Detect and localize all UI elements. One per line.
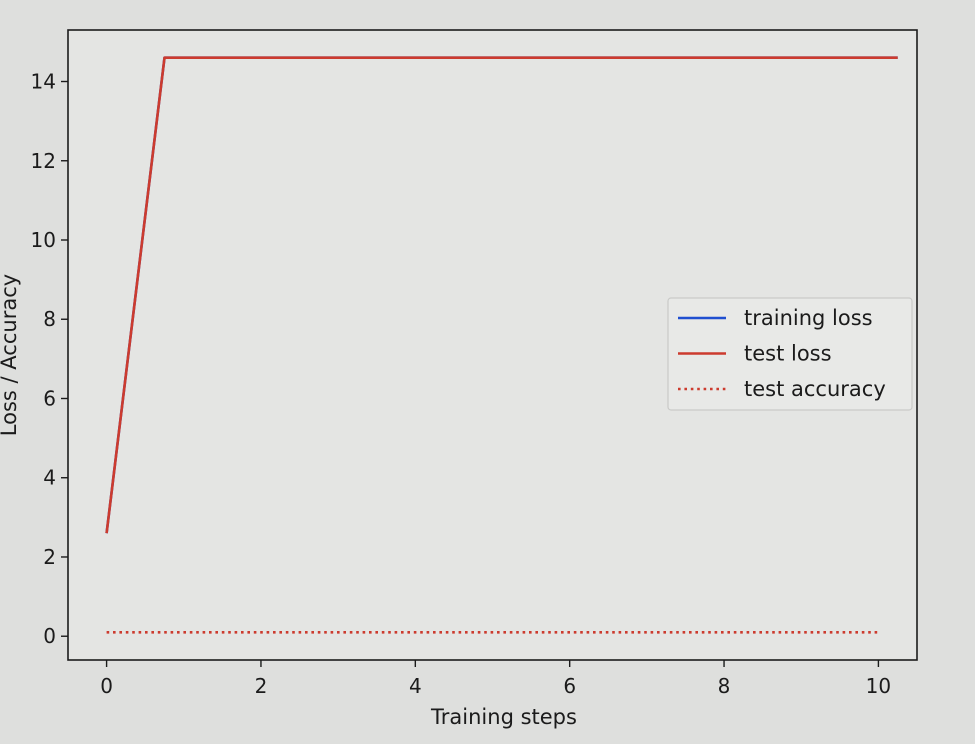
legend-items: training loss test loss test accuracy [678,306,886,401]
x-tick-label: 6 [563,674,576,698]
x-tick-label: 4 [409,674,422,698]
y-tick-label: 6 [43,386,56,410]
y-tick-label: 0 [43,624,56,648]
x-tick-label: 8 [718,674,731,698]
series-line-test-loss [105,56,898,534]
legend-label: training loss [744,306,873,330]
y-tick-label: 2 [43,545,56,569]
y-axis-label: Loss / Accuracy [0,274,21,436]
legend: training loss test loss test accuracy [667,297,913,411]
x-tick-label: 0 [100,674,113,698]
y-tick-label: 8 [43,307,56,331]
x-tick-label: 2 [255,674,268,698]
x-axis-label: Training steps [430,705,577,729]
x-tick-label: 10 [866,674,891,698]
y-axis-ticks: 0 2 4 6 8 10 12 14 [31,70,68,648]
legend-label: test loss [744,342,832,366]
x-axis-ticks: 0 2 4 6 8 10 [100,660,891,698]
y-tick-label: 14 [31,70,56,94]
series-layer [105,56,898,634]
y-tick-label: 12 [31,149,56,173]
y-tick-label: 10 [31,228,56,252]
y-tick-label: 4 [43,466,56,490]
legend-box [667,297,913,411]
legend-label: test accuracy [744,377,886,401]
